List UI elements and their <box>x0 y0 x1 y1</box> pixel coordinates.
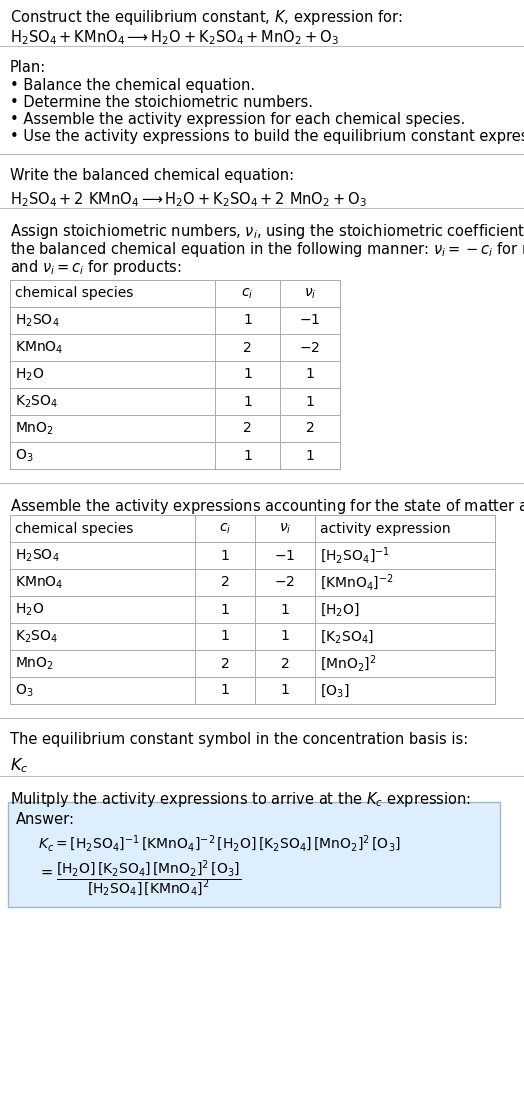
Text: chemical species: chemical species <box>15 521 134 535</box>
Text: • Assemble the activity expression for each chemical species.: • Assemble the activity expression for e… <box>10 112 465 127</box>
Text: $\mathrm{MnO_2}$: $\mathrm{MnO_2}$ <box>15 655 54 671</box>
Text: $\mathrm{H_2O}$: $\mathrm{H_2O}$ <box>15 366 44 383</box>
Text: $[\mathrm{MnO_2}]^2$: $[\mathrm{MnO_2}]^2$ <box>320 654 377 674</box>
Text: Write the balanced chemical equation:: Write the balanced chemical equation: <box>10 168 294 183</box>
Text: $K_c$: $K_c$ <box>10 756 28 774</box>
Text: $\mathrm{O_3}$: $\mathrm{O_3}$ <box>15 448 34 464</box>
Text: $\mathrm{H_2SO_4}$: $\mathrm{H_2SO_4}$ <box>15 313 60 329</box>
Text: the balanced chemical equation in the following manner: $\nu_i = -c_i$ for react: the balanced chemical equation in the fo… <box>10 240 524 259</box>
Text: 2: 2 <box>281 656 289 670</box>
Text: 2: 2 <box>243 421 252 436</box>
Text: • Determine the stoichiometric numbers.: • Determine the stoichiometric numbers. <box>10 95 313 110</box>
Text: $-1$: $-1$ <box>299 314 321 328</box>
Text: • Balance the chemical equation.: • Balance the chemical equation. <box>10 78 255 93</box>
Text: 1: 1 <box>280 630 289 644</box>
Text: $K_c = [\mathrm{H_2SO_4}]^{-1}\,[\mathrm{KMnO_4}]^{-2}\,[\mathrm{H_2O}]\,[\mathr: $K_c = [\mathrm{H_2SO_4}]^{-1}\,[\mathrm… <box>38 834 401 855</box>
Text: 1: 1 <box>280 683 289 698</box>
Text: $\mathrm{K_2SO_4}$: $\mathrm{K_2SO_4}$ <box>15 394 58 409</box>
Text: $c_i$: $c_i$ <box>219 521 231 535</box>
Text: • Use the activity expressions to build the equilibrium constant expression.: • Use the activity expressions to build … <box>10 129 524 144</box>
Text: 1: 1 <box>221 630 230 644</box>
Text: 1: 1 <box>221 683 230 698</box>
Text: $[\mathrm{O_3}]$: $[\mathrm{O_3}]$ <box>320 682 350 699</box>
Text: 1: 1 <box>305 367 314 382</box>
Text: $=$: $=$ <box>38 864 53 879</box>
Text: $-2$: $-2$ <box>300 340 321 354</box>
Text: $\mathrm{KMnO_4}$: $\mathrm{KMnO_4}$ <box>15 575 63 590</box>
Text: $\mathrm{MnO_2}$: $\mathrm{MnO_2}$ <box>15 420 54 437</box>
Text: 1: 1 <box>243 367 252 382</box>
Text: Construct the equilibrium constant, $K$, expression for:: Construct the equilibrium constant, $K$,… <box>10 8 402 27</box>
Text: 1: 1 <box>280 602 289 617</box>
Text: 1: 1 <box>243 449 252 463</box>
Text: $[\mathrm{H_2O}]$: $[\mathrm{H_2O}]$ <box>320 601 360 618</box>
Text: $-2$: $-2$ <box>275 576 296 589</box>
Text: $-1$: $-1$ <box>275 548 296 563</box>
Text: 2: 2 <box>305 421 314 436</box>
Text: Mulitply the activity expressions to arrive at the $K_c$ expression:: Mulitply the activity expressions to arr… <box>10 790 471 808</box>
Text: $\dfrac{[\mathrm{H_2O}]\,[\mathrm{K_2SO_4}]\,[\mathrm{MnO_2}]^2\,[\mathrm{O_3}]}: $\dfrac{[\mathrm{H_2O}]\,[\mathrm{K_2SO_… <box>56 859 241 900</box>
Text: The equilibrium constant symbol in the concentration basis is:: The equilibrium constant symbol in the c… <box>10 732 468 747</box>
Text: 1: 1 <box>221 602 230 617</box>
Bar <box>8 802 500 907</box>
Text: $\mathrm{O_3}$: $\mathrm{O_3}$ <box>15 682 34 699</box>
Text: Answer:: Answer: <box>16 812 75 827</box>
Text: 1: 1 <box>305 395 314 408</box>
Text: $\mathrm{H_2O}$: $\mathrm{H_2O}$ <box>15 601 44 618</box>
Text: $\mathrm{H_2SO_4 + KMnO_4 \longrightarrow H_2O + K_2SO_4 + MnO_2 + O_3}$: $\mathrm{H_2SO_4 + KMnO_4 \longrightarro… <box>10 29 339 47</box>
Text: $\nu_i$: $\nu_i$ <box>304 286 316 301</box>
Text: $\mathrm{KMnO_4}$: $\mathrm{KMnO_4}$ <box>15 339 63 355</box>
Text: 1: 1 <box>221 548 230 563</box>
Text: $[\mathrm{H_2SO_4}]^{-1}$: $[\mathrm{H_2SO_4}]^{-1}$ <box>320 545 390 566</box>
Text: $\mathrm{H_2SO_4 + 2\ KMnO_4 \longrightarrow H_2O + K_2SO_4 + 2\ MnO_2 + O_3}$: $\mathrm{H_2SO_4 + 2\ KMnO_4 \longrighta… <box>10 190 367 208</box>
Text: chemical species: chemical species <box>15 286 134 301</box>
Text: $\nu_i$: $\nu_i$ <box>279 521 291 535</box>
Text: 1: 1 <box>243 395 252 408</box>
Text: $\mathrm{K_2SO_4}$: $\mathrm{K_2SO_4}$ <box>15 629 58 645</box>
Text: $[\mathrm{KMnO_4}]^{-2}$: $[\mathrm{KMnO_4}]^{-2}$ <box>320 573 394 592</box>
Text: Plan:: Plan: <box>10 60 46 75</box>
Text: 2: 2 <box>243 340 252 354</box>
Text: activity expression: activity expression <box>320 521 451 535</box>
Text: Assemble the activity expressions accounting for the state of matter and $\nu_i$: Assemble the activity expressions accoun… <box>10 497 524 516</box>
Text: 2: 2 <box>221 656 230 670</box>
Text: 1: 1 <box>305 449 314 463</box>
Text: $[\mathrm{K_2SO_4}]$: $[\mathrm{K_2SO_4}]$ <box>320 629 374 645</box>
Text: $\mathrm{H_2SO_4}$: $\mathrm{H_2SO_4}$ <box>15 547 60 564</box>
Text: $c_i$: $c_i$ <box>242 286 254 301</box>
Text: 2: 2 <box>221 576 230 589</box>
Text: Assign stoichiometric numbers, $\nu_i$, using the stoichiometric coefficients, $: Assign stoichiometric numbers, $\nu_i$, … <box>10 222 524 241</box>
Text: 1: 1 <box>243 314 252 328</box>
Text: and $\nu_i = c_i$ for products:: and $\nu_i = c_i$ for products: <box>10 258 182 278</box>
